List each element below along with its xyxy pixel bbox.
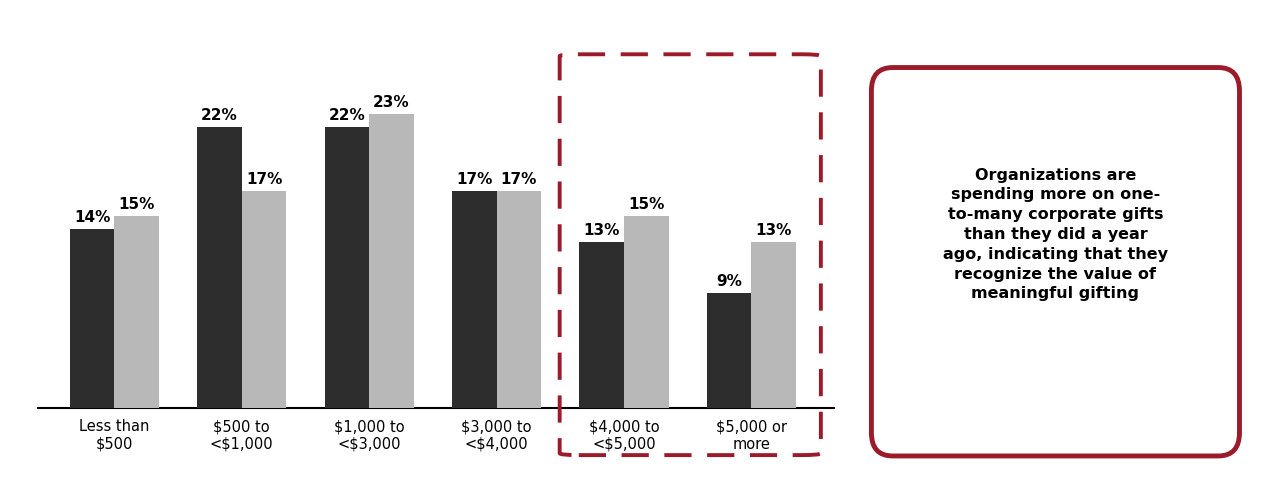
Bar (197, 126, 241, 408)
Bar (241, 191, 287, 408)
Text: 17%: 17% (246, 172, 282, 187)
Bar (369, 114, 413, 408)
Bar (751, 242, 796, 408)
Bar (325, 126, 369, 408)
Text: 17%: 17% (456, 172, 493, 187)
Text: 15%: 15% (119, 197, 155, 213)
Text: 15%: 15% (628, 197, 665, 213)
Text: 13%: 13% (584, 223, 619, 238)
Bar (114, 216, 159, 408)
Text: 22%: 22% (201, 108, 238, 123)
Bar (624, 216, 669, 408)
Text: 9%: 9% (717, 274, 742, 289)
FancyBboxPatch shape (871, 68, 1240, 456)
Bar (453, 191, 497, 408)
Text: 14%: 14% (73, 210, 110, 225)
Bar (497, 191, 541, 408)
Bar (70, 229, 114, 408)
Text: 22%: 22% (329, 108, 365, 123)
Text: 17%: 17% (501, 172, 537, 187)
Bar (579, 242, 624, 408)
Text: 13%: 13% (756, 223, 793, 238)
Bar (707, 293, 751, 408)
Text: Organizations are
spending more on one-
to-many corporate gifts
than they did a : Organizations are spending more on one- … (943, 168, 1168, 301)
Text: 23%: 23% (373, 95, 410, 110)
